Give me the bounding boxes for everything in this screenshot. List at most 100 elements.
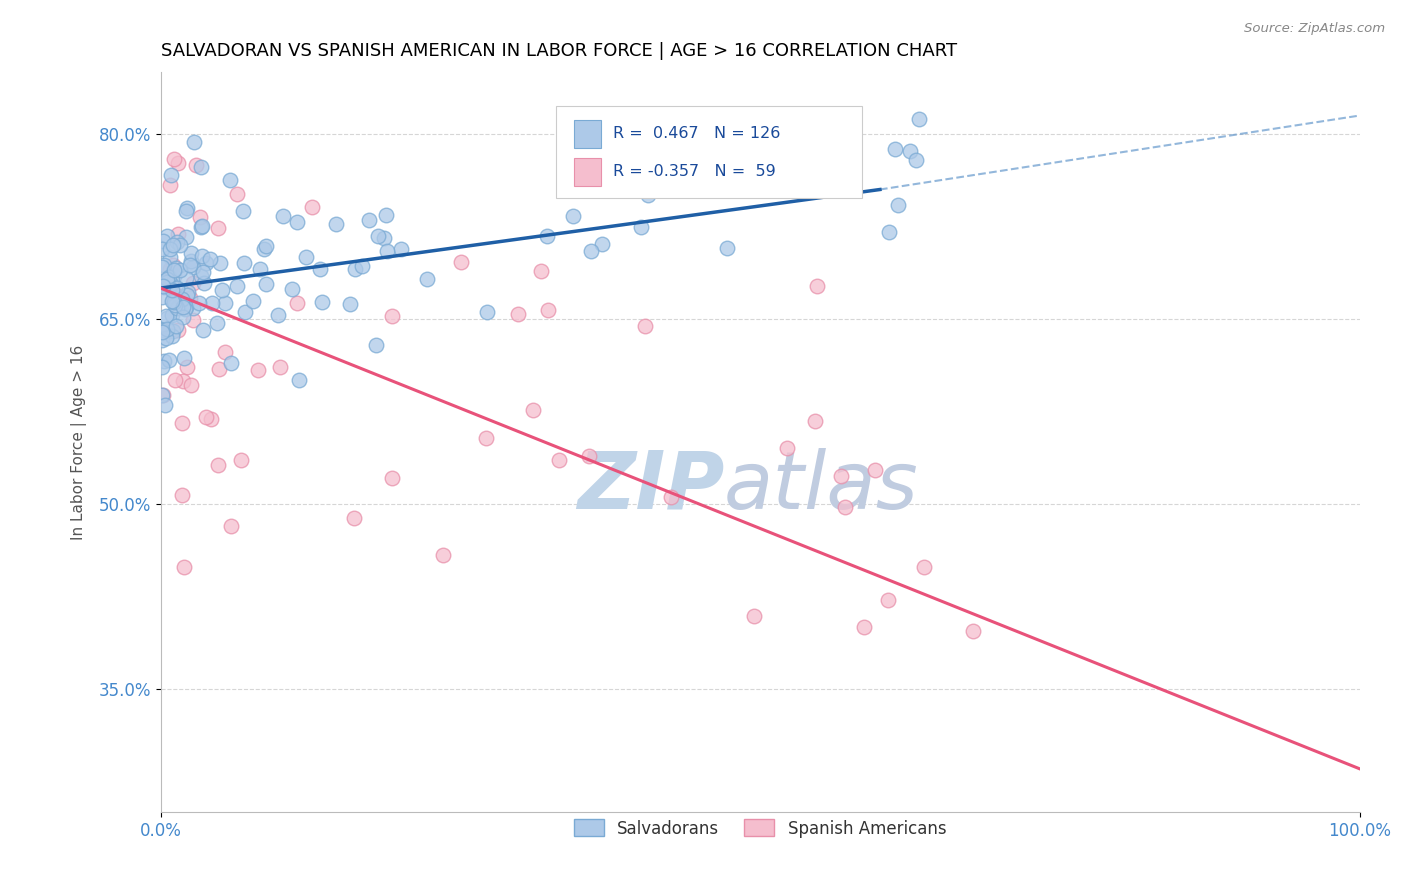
Text: Source: ZipAtlas.com: Source: ZipAtlas.com bbox=[1244, 22, 1385, 36]
Point bbox=[181, 260, 204, 274]
Point bbox=[637, 188, 659, 202]
Point bbox=[163, 298, 186, 312]
Point bbox=[166, 281, 188, 295]
Point bbox=[160, 293, 183, 308]
Point bbox=[200, 252, 222, 266]
Point bbox=[152, 278, 174, 293]
Point bbox=[163, 262, 186, 277]
Point bbox=[156, 322, 179, 336]
Point bbox=[344, 261, 367, 276]
Point bbox=[180, 377, 202, 392]
Point bbox=[181, 301, 204, 315]
Text: atlas: atlas bbox=[724, 448, 918, 525]
Point bbox=[152, 234, 174, 248]
Point bbox=[962, 624, 984, 638]
Point bbox=[150, 333, 173, 347]
Point bbox=[219, 519, 242, 533]
Point bbox=[190, 219, 212, 233]
Point bbox=[548, 453, 571, 467]
Point bbox=[343, 510, 366, 524]
Point bbox=[188, 296, 211, 310]
Point bbox=[830, 468, 852, 483]
Point bbox=[190, 248, 212, 262]
Point bbox=[181, 312, 204, 326]
Point bbox=[150, 277, 173, 291]
Point bbox=[155, 309, 177, 323]
Point bbox=[150, 360, 173, 375]
Point bbox=[174, 204, 197, 219]
Point bbox=[375, 244, 398, 259]
Point bbox=[174, 230, 197, 244]
Point bbox=[150, 324, 173, 338]
Point bbox=[506, 307, 529, 321]
Point bbox=[191, 265, 214, 279]
Point bbox=[173, 560, 195, 574]
Point bbox=[659, 490, 682, 504]
Point bbox=[163, 152, 186, 166]
Point bbox=[193, 277, 215, 291]
Point bbox=[562, 209, 585, 223]
Point bbox=[176, 359, 198, 374]
Point bbox=[339, 297, 361, 311]
Point bbox=[226, 186, 249, 201]
Point bbox=[150, 387, 173, 401]
Point bbox=[229, 453, 252, 467]
Point bbox=[157, 270, 180, 285]
Point bbox=[242, 294, 264, 309]
Point bbox=[150, 260, 173, 275]
Point bbox=[162, 328, 184, 343]
Point bbox=[159, 242, 181, 256]
Point bbox=[832, 161, 855, 176]
Point bbox=[776, 442, 799, 456]
Bar bbox=[574, 120, 600, 148]
Point bbox=[852, 620, 875, 634]
Point bbox=[191, 323, 214, 337]
Point bbox=[152, 387, 174, 401]
Point bbox=[150, 242, 173, 256]
Point bbox=[912, 560, 935, 574]
Point bbox=[475, 304, 498, 318]
Point bbox=[530, 264, 553, 278]
Point bbox=[160, 277, 183, 291]
Point bbox=[167, 156, 190, 170]
Point bbox=[207, 221, 229, 235]
Point bbox=[183, 135, 205, 149]
Point bbox=[159, 261, 181, 276]
Point bbox=[200, 412, 222, 426]
Point bbox=[226, 278, 249, 293]
Point bbox=[898, 144, 921, 158]
Point bbox=[271, 209, 294, 223]
Point bbox=[325, 217, 347, 231]
Point bbox=[359, 213, 381, 227]
Point bbox=[301, 200, 323, 214]
Point bbox=[742, 608, 765, 623]
Point bbox=[389, 242, 412, 256]
Text: R = -0.357   N =  59: R = -0.357 N = 59 bbox=[613, 164, 775, 179]
Point bbox=[219, 173, 242, 187]
Point bbox=[536, 228, 558, 243]
Point bbox=[177, 285, 200, 299]
Point bbox=[474, 431, 496, 445]
Point bbox=[367, 228, 389, 243]
Point bbox=[173, 351, 195, 365]
Point bbox=[309, 262, 332, 277]
Point bbox=[186, 158, 208, 172]
Point bbox=[160, 283, 183, 297]
Point bbox=[179, 291, 201, 305]
Point bbox=[887, 198, 910, 212]
Point bbox=[253, 242, 276, 256]
Point bbox=[167, 289, 190, 303]
Point bbox=[207, 458, 229, 472]
Point bbox=[153, 280, 176, 294]
Point bbox=[152, 353, 174, 368]
Point bbox=[162, 324, 184, 338]
Point bbox=[172, 300, 194, 314]
Point bbox=[904, 153, 927, 168]
Point bbox=[285, 215, 308, 229]
Point bbox=[214, 296, 236, 310]
Point bbox=[578, 450, 600, 464]
Point bbox=[219, 356, 242, 370]
Point bbox=[450, 255, 472, 269]
Text: SALVADORAN VS SPANISH AMERICAN IN LABOR FORCE | AGE > 16 CORRELATION CHART: SALVADORAN VS SPANISH AMERICAN IN LABOR … bbox=[160, 42, 956, 60]
Point bbox=[172, 374, 194, 388]
